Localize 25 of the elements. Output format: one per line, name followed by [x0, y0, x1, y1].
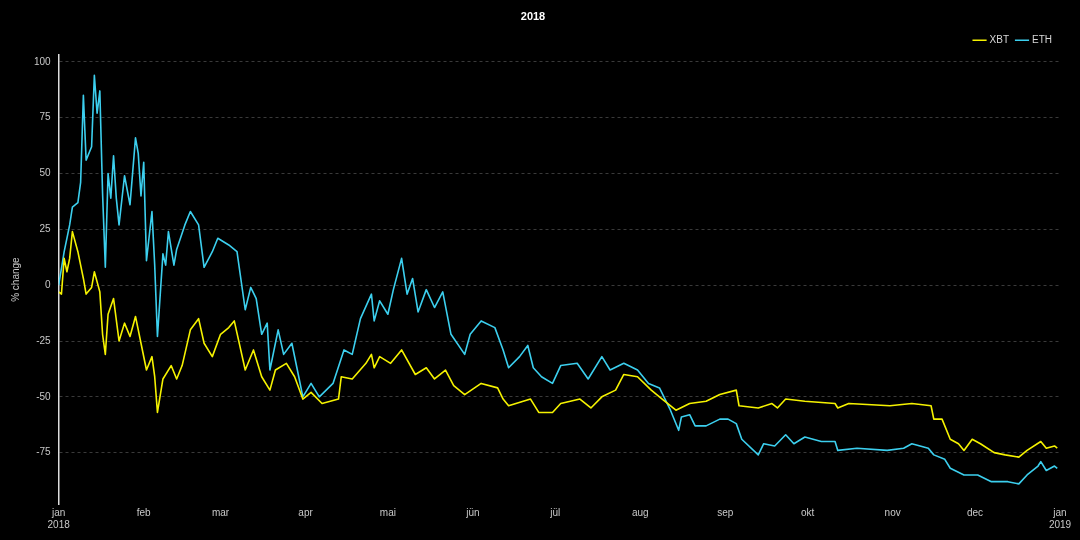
x-tick-label: nov	[884, 506, 901, 518]
x-tick-label: jül	[549, 506, 561, 518]
legend-label: ETH	[1032, 33, 1052, 45]
y-tick-label: 100	[34, 55, 52, 67]
y-tick-label: -50	[36, 390, 52, 402]
y-tick-label: 75	[39, 111, 52, 123]
x-tick-label: dec	[966, 506, 984, 518]
x-tick-label: jan 2019	[1048, 506, 1072, 530]
x-tick-label: okt	[800, 506, 815, 518]
y-tick-label: 25	[39, 223, 52, 235]
y-tick-label: 0	[45, 278, 52, 290]
x-tick-label: apr	[298, 506, 314, 518]
legend-label: XBT	[989, 33, 1009, 45]
x-tick-label: jan 2018	[47, 506, 71, 530]
x-tick-label: mar	[211, 506, 230, 518]
x-tick-label: feb	[136, 506, 152, 518]
x-tick-label: mai	[379, 506, 396, 518]
y-tick-label: -75	[36, 446, 52, 458]
x-tick-label: sep	[717, 506, 734, 518]
y-axis-title: % change	[9, 256, 21, 302]
y-tick-label: -25	[36, 334, 52, 346]
y-tick-label: 50	[39, 167, 52, 179]
x-tick-label: jün	[465, 506, 480, 518]
x-tick-label: aug	[631, 506, 649, 518]
chart-title: 2018	[520, 9, 546, 22]
